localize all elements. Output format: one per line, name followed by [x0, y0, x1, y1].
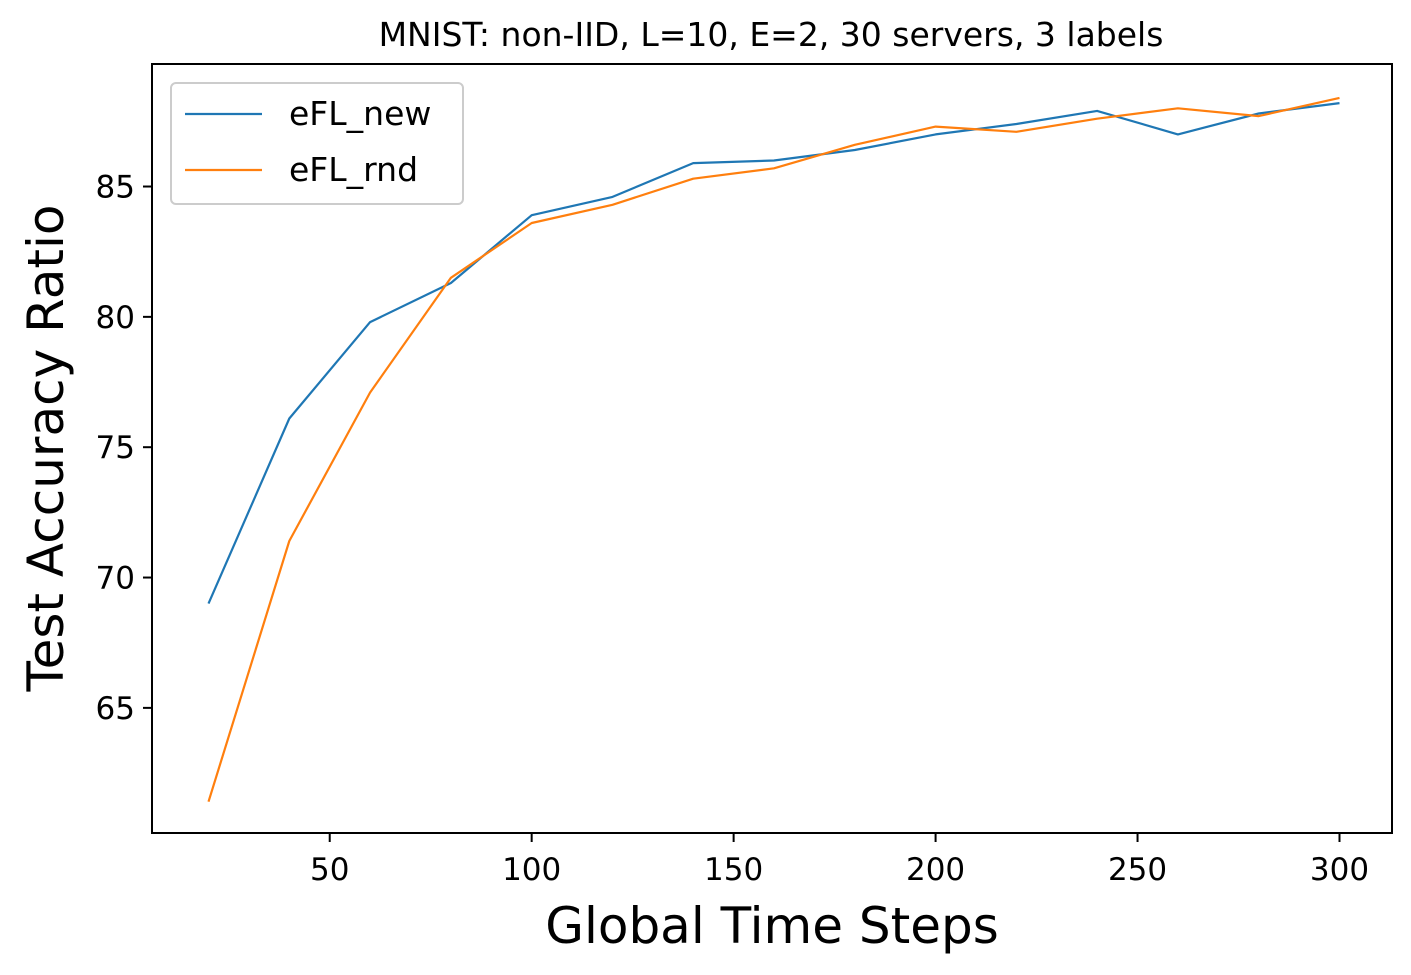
x-axis-label: Global Time Steps	[545, 897, 999, 955]
y-axis-ticks: 65 70 75 80 85	[96, 170, 152, 727]
x-tick-label: 50	[310, 852, 349, 888]
x-tick-label: 250	[1108, 852, 1167, 888]
y-tick-label: 70	[96, 561, 135, 597]
x-tick-label: 200	[906, 852, 965, 888]
plot-frame	[151, 63, 1393, 834]
chart-title: MNIST: non-IID, L=10, E=2, 30 servers, 3…	[379, 15, 1164, 54]
series-layer	[207, 96, 1340, 803]
x-tick-label: 150	[704, 852, 763, 888]
legend-label-efl-rnd: eFL_rnd	[289, 150, 418, 189]
y-tick-label: 80	[96, 300, 135, 336]
y-axis-label: Test Accuracy Ratio	[17, 205, 75, 693]
x-axis-ticks: 50 100 150 200 250 300	[310, 833, 1369, 888]
x-tick-label: 100	[502, 852, 561, 888]
legend: eFL_new eFL_rnd	[170, 82, 464, 205]
x-tick-label: 300	[1310, 852, 1369, 888]
series-line-efl-rnd	[207, 96, 1340, 803]
y-tick-label: 65	[96, 691, 135, 727]
legend-label-efl-new: eFL_new	[289, 94, 431, 133]
series-line-efl-new	[207, 102, 1340, 605]
y-tick-label: 75	[96, 430, 135, 466]
y-tick-label: 85	[96, 170, 135, 206]
